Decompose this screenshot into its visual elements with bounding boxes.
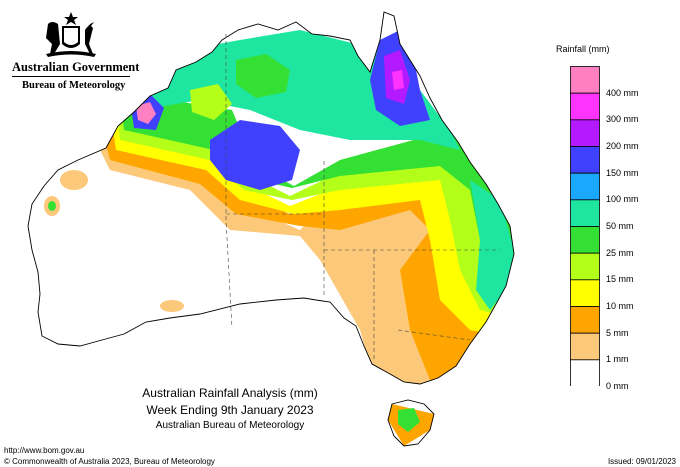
legend-color-scale xyxy=(570,66,600,386)
legend-swatch xyxy=(570,146,600,174)
legend-swatch xyxy=(570,252,600,281)
legend-label: 15 mm xyxy=(606,274,634,285)
legend-label: 200 mm xyxy=(606,141,639,151)
legend-label: 300 mm xyxy=(606,114,639,125)
coat-of-arms-icon xyxy=(46,12,96,57)
legend-swatch xyxy=(570,359,600,386)
legend-swatch xyxy=(570,119,600,147)
legend-label: 50 mm xyxy=(606,221,634,231)
title-divider xyxy=(12,76,130,77)
legend-label: 150 mm xyxy=(606,167,639,178)
caption-title: Australian Rainfall Analysis (mm) xyxy=(142,386,318,400)
copyright-notice: © Commonwealth of Australia 2023, Bureau… xyxy=(4,457,215,466)
legend-swatch xyxy=(570,92,600,121)
legend-swatch xyxy=(570,66,600,94)
legend-swatch xyxy=(570,226,600,254)
legend-swatch xyxy=(570,306,600,334)
legend-label: 25 mm xyxy=(606,247,634,258)
legend-label: 100 mm xyxy=(606,194,639,205)
caption-period: Week Ending 9th January 2023 xyxy=(146,403,314,417)
legend-label: 5 mm xyxy=(606,327,629,338)
legend-swatch xyxy=(570,199,600,227)
legend-swatch xyxy=(570,332,600,361)
bureau-title: Bureau of Meteorology xyxy=(22,80,126,91)
legend-swatch xyxy=(570,172,600,201)
caption-source: Australian Bureau of Meteorology xyxy=(155,420,305,431)
legend-label: 10 mm xyxy=(606,301,634,311)
government-title: Australian Government xyxy=(12,60,140,74)
legend-title: Rainfall (mm) xyxy=(556,44,610,54)
website-link[interactable]: http://www.bom.gov.au xyxy=(4,446,85,455)
legend-label: 0 mm xyxy=(606,381,629,391)
issued-date: Issued: 09/01/2023 xyxy=(607,457,676,466)
legend-label: 400 mm xyxy=(606,87,639,98)
legend-label: 1 mm xyxy=(606,354,629,365)
legend-swatch xyxy=(570,279,600,307)
map-caption: Australian Rainfall Analysis (mm) Week E… xyxy=(120,385,340,433)
